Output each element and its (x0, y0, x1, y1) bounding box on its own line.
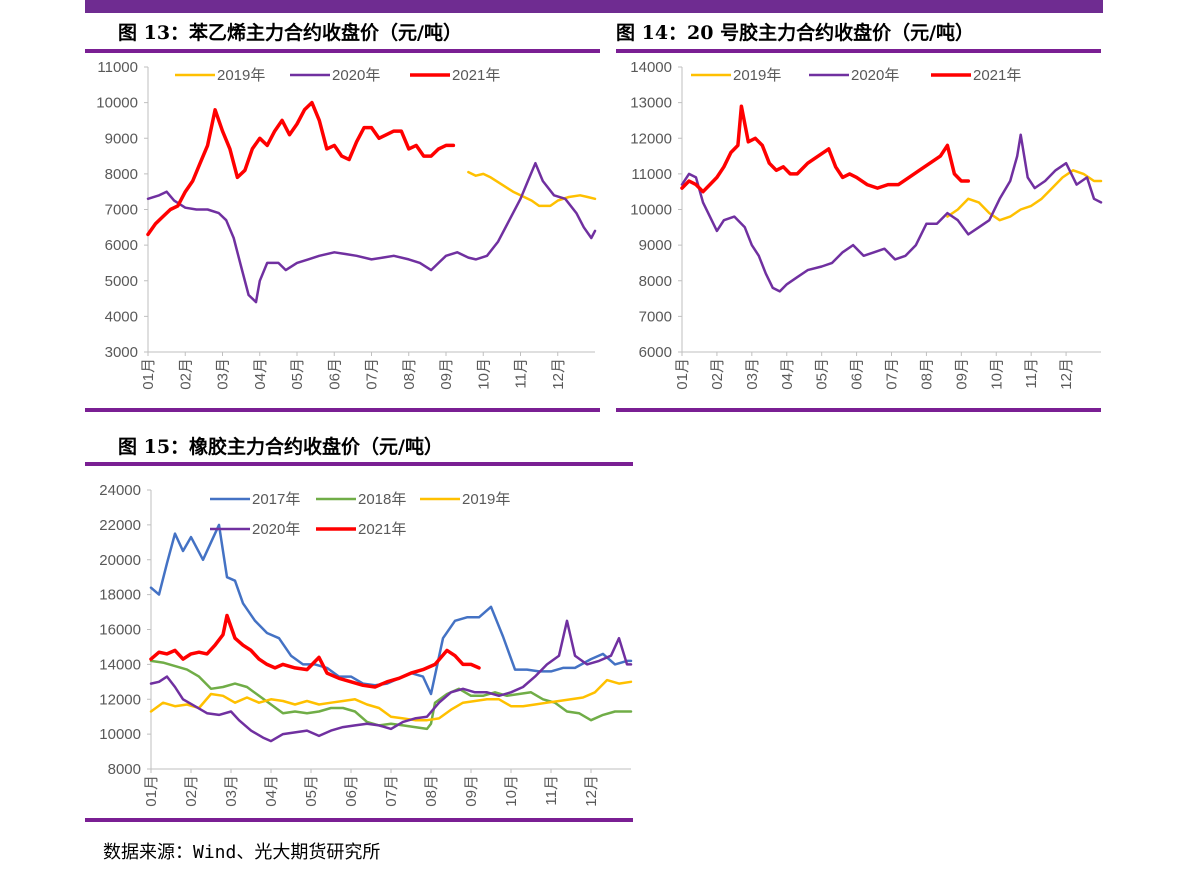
chart-15-title-rule (85, 462, 633, 466)
legend-label: 2020年 (252, 521, 300, 538)
x-tick-label: 06月 (343, 775, 360, 807)
data-source-note: 数据来源：Wind、光大期货研究所 (103, 842, 381, 863)
series-line-2021 (146, 100, 456, 237)
y-tick-label: 18000 (99, 587, 141, 604)
series-line-2020 (149, 619, 633, 743)
chart-15-bottom-rule (85, 818, 633, 822)
x-tick-label: 06月 (326, 358, 343, 390)
series-line-2020 (146, 161, 597, 304)
x-tick-label: 04月 (252, 358, 269, 390)
x-tick-label: 01月 (140, 358, 157, 390)
x-tick-label: 04月 (263, 775, 280, 807)
y-tick-label: 8000 (108, 761, 141, 778)
y-tick-label: 11000 (631, 166, 672, 183)
y-tick-label: 22000 (99, 517, 141, 534)
chart-13-title: 图 13：苯乙烯主力合约收盘价（元/吨） (118, 22, 462, 44)
x-tick-label: 10月 (503, 775, 520, 807)
y-tick-label: 11000 (97, 59, 138, 76)
chart-13-title-rule (85, 49, 600, 53)
legend-label: 2018年 (358, 491, 406, 508)
chart-13: 3000 4000 5000 6000 7000 8000 9000 10000 11000 01… (96, 59, 597, 390)
y-tick-label: 10000 (96, 95, 138, 112)
x-tick-label: 09月 (438, 358, 455, 390)
x-tick-label: 07月 (884, 358, 901, 390)
x-tick-label: 11月 (513, 358, 530, 389)
x-tick-label: 05月 (303, 775, 320, 807)
x-tick-label: 07月 (364, 358, 381, 390)
y-tick-label: 14000 (630, 59, 672, 76)
y-tick-label: 13000 (630, 95, 672, 112)
x-tick-label: 03月 (223, 775, 240, 807)
legend-label: 2021年 (358, 521, 406, 538)
chart-15-title: 图 15：橡胶主力合约收盘价（元/吨） (118, 436, 443, 458)
y-tick-label: 12000 (99, 691, 141, 708)
series-line-2019 (149, 678, 633, 722)
y-tick-label: 20000 (99, 552, 141, 569)
x-tick-label: 03月 (215, 358, 232, 390)
legend-label: 2020年 (332, 67, 380, 84)
chart-14-bottom-rule (616, 408, 1101, 412)
x-tick-label: 05月 (814, 358, 831, 390)
y-tick-label: 7000 (639, 308, 672, 325)
series-line-2021 (680, 104, 971, 194)
x-tick-label: 01月 (143, 775, 160, 807)
x-tick-label: 10月 (988, 358, 1005, 390)
top-brand-bar (85, 0, 1103, 13)
legend-label: 2021年 (973, 67, 1021, 84)
x-tick-label: 11月 (543, 775, 560, 806)
series-line-2019 (467, 170, 597, 208)
chart-14: 6000 7000 8000 9000 10000 11000 12000 13000 1400… (630, 59, 1103, 390)
x-tick-label: 09月 (953, 358, 970, 390)
x-tick-label: 12月 (583, 775, 600, 807)
series-line-2017 (149, 523, 633, 696)
x-tick-label: 06月 (849, 358, 866, 390)
legend-label: 2020年 (851, 67, 899, 84)
series-line-2020 (680, 133, 1103, 293)
series-line-2019 (946, 169, 1103, 222)
x-tick-label: 02月 (183, 775, 200, 807)
x-tick-label: 11月 (1023, 358, 1040, 389)
chart-14-title: 图 14：20 号胶主力合约收盘价（元/吨） (616, 22, 975, 44)
legend-label: 2019年 (462, 491, 510, 508)
x-tick-label: 07月 (383, 775, 400, 807)
y-tick-label: 9000 (105, 130, 138, 147)
y-tick-label: 10000 (630, 202, 672, 219)
x-tick-label: 12月 (1058, 358, 1075, 390)
y-tick-label: 5000 (105, 273, 138, 290)
x-tick-label: 12月 (550, 358, 567, 390)
x-tick-label: 02月 (709, 358, 726, 390)
legend-label: 2021年 (452, 67, 500, 84)
y-tick-label: 6000 (639, 344, 672, 361)
chart-14-title-rule (616, 49, 1101, 53)
legend-label: 2019年 (733, 67, 781, 84)
y-tick-label: 8000 (639, 273, 672, 290)
x-tick-label: 04月 (779, 358, 796, 390)
chart-15: 8000 10000 12000 14000 16000 18000 20000 22000 2… (99, 482, 633, 807)
y-tick-label: 6000 (105, 237, 138, 254)
y-tick-label: 8000 (105, 166, 138, 183)
x-tick-label: 09月 (463, 775, 480, 807)
x-tick-label: 03月 (744, 358, 761, 390)
y-tick-label: 9000 (639, 237, 672, 254)
x-tick-label: 10月 (475, 358, 492, 390)
y-tick-label: 7000 (105, 202, 138, 219)
legend-label: 2017年 (252, 491, 300, 508)
x-tick-label: 08月 (401, 358, 418, 390)
legend-label: 2019年 (217, 67, 265, 84)
y-tick-label: 24000 (99, 482, 141, 499)
y-tick-label: 14000 (99, 656, 141, 673)
x-tick-label: 01月 (674, 358, 691, 390)
series-line-2021 (149, 613, 481, 689)
y-tick-label: 4000 (105, 308, 138, 325)
x-tick-label: 02月 (177, 358, 194, 390)
y-tick-label: 12000 (630, 130, 672, 147)
y-tick-label: 3000 (105, 344, 138, 361)
chart-13-bottom-rule (85, 408, 600, 412)
y-tick-label: 10000 (99, 726, 141, 743)
x-tick-label: 08月 (423, 775, 440, 807)
x-tick-label: 08月 (918, 358, 935, 390)
x-tick-label: 05月 (289, 358, 306, 390)
y-tick-label: 16000 (99, 622, 141, 639)
